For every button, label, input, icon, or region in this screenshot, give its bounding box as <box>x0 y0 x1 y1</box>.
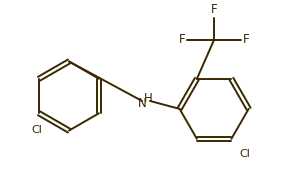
Text: F: F <box>179 33 185 46</box>
Text: Cl: Cl <box>239 149 250 159</box>
Text: F: F <box>243 33 249 46</box>
Text: F: F <box>211 3 217 16</box>
Text: H: H <box>143 92 152 105</box>
Text: N: N <box>138 98 146 110</box>
Text: Cl: Cl <box>32 125 42 135</box>
